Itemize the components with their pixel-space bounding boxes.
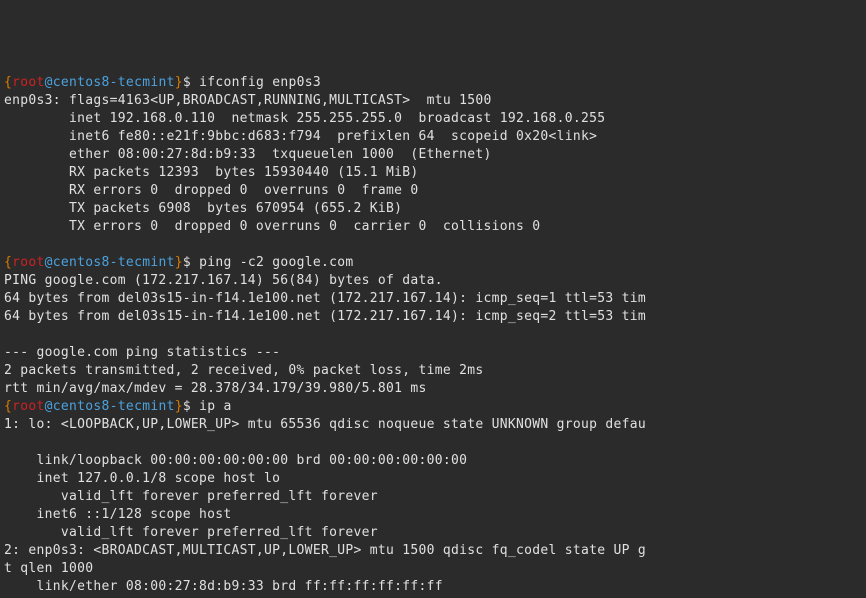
prompt-user: root bbox=[12, 255, 45, 270]
prompt-at: @ bbox=[45, 399, 53, 414]
prompt-dollar: $ bbox=[183, 399, 199, 414]
terminal[interactable]: {root@centos8-tecmint}$ ifconfig enp0s3e… bbox=[4, 74, 862, 598]
ifconfig-output: inet6 fe80::e21f:9bbc:d683:f794 prefixle… bbox=[4, 128, 862, 146]
ifconfig-output: ether 08:00:27:8d:b9:33 txqueuelen 1000 … bbox=[4, 146, 862, 164]
brace-close: } bbox=[175, 255, 183, 270]
ipa-output: t qlen 1000 bbox=[4, 560, 862, 578]
prompt-at: @ bbox=[45, 255, 53, 270]
prompt-host: centos8-tecmint bbox=[53, 255, 175, 270]
brace-open: { bbox=[4, 75, 12, 90]
ifconfig-output: inet 192.168.0.110 netmask 255.255.255.0… bbox=[4, 110, 862, 128]
ifconfig-output: TX errors 0 dropped 0 overruns 0 carrier… bbox=[4, 218, 862, 236]
brace-close: } bbox=[175, 75, 183, 90]
ifconfig-output: RX packets 12393 bytes 15930440 (15.1 Mi… bbox=[4, 164, 862, 182]
command-ping: ping -c2 google.com bbox=[199, 255, 353, 270]
prompt-dollar: $ bbox=[183, 75, 199, 90]
command-ifconfig: ifconfig enp0s3 bbox=[199, 75, 321, 90]
brace-open: { bbox=[4, 399, 12, 414]
prompt-user: root bbox=[12, 75, 45, 90]
ipa-output: valid_lft forever preferred_lft forever bbox=[4, 524, 862, 542]
blank-line bbox=[4, 326, 862, 344]
ipa-output: inet6 ::1/128 scope host bbox=[4, 506, 862, 524]
prompt-host: centos8-tecmint bbox=[53, 75, 175, 90]
prompt-dollar: $ bbox=[183, 255, 199, 270]
brace-close: } bbox=[175, 399, 183, 414]
prompt-user: root bbox=[12, 399, 45, 414]
ifconfig-output: TX packets 6908 bytes 670954 (655.2 KiB) bbox=[4, 200, 862, 218]
ipa-output: link/loopback 00:00:00:00:00:00 brd 00:0… bbox=[4, 452, 862, 470]
ipa-output: 2: enp0s3: <BROADCAST,MULTICAST,UP,LOWER… bbox=[4, 542, 862, 560]
blank-line bbox=[4, 236, 862, 254]
brace-open: { bbox=[4, 255, 12, 270]
ipa-output: link/ether 08:00:27:8d:b9:33 brd ff:ff:f… bbox=[4, 578, 862, 596]
prompt-line-3: {root@centos8-tecmint}$ ip a bbox=[4, 398, 862, 416]
blank-line bbox=[4, 434, 862, 452]
ipa-output: 1: lo: <LOOPBACK,UP,LOWER_UP> mtu 65536 … bbox=[4, 416, 862, 434]
ping-output: 64 bytes from del03s15-in-f14.1e100.net … bbox=[4, 290, 862, 308]
ifconfig-output: enp0s3: flags=4163<UP,BROADCAST,RUNNING,… bbox=[4, 92, 862, 110]
ping-output: rtt min/avg/max/mdev = 28.378/34.179/39.… bbox=[4, 380, 862, 398]
ping-output: 64 bytes from del03s15-in-f14.1e100.net … bbox=[4, 308, 862, 326]
ping-output: --- google.com ping statistics --- bbox=[4, 344, 862, 362]
ping-output: 2 packets transmitted, 2 received, 0% pa… bbox=[4, 362, 862, 380]
prompt-line-1: {root@centos8-tecmint}$ ifconfig enp0s3 bbox=[4, 74, 862, 92]
prompt-line-2: {root@centos8-tecmint}$ ping -c2 google.… bbox=[4, 254, 862, 272]
ipa-output: inet 127.0.0.1/8 scope host lo bbox=[4, 470, 862, 488]
ping-output: PING google.com (172.217.167.14) 56(84) … bbox=[4, 272, 862, 290]
prompt-at: @ bbox=[45, 75, 53, 90]
ipa-output: valid_lft forever preferred_lft forever bbox=[4, 488, 862, 506]
prompt-host: centos8-tecmint bbox=[53, 399, 175, 414]
command-ipa: ip a bbox=[199, 399, 232, 414]
ifconfig-output: RX errors 0 dropped 0 overruns 0 frame 0 bbox=[4, 182, 862, 200]
